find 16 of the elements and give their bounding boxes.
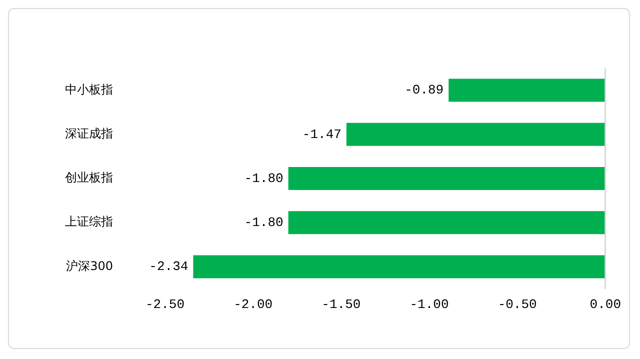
y-tick-label: 上证综指 (65, 214, 113, 229)
x-tick-label: -1.50 (322, 297, 361, 312)
y-tick-label: 沪深300 (66, 258, 113, 273)
x-tick-label: 0.00 (590, 297, 622, 312)
x-tick-label: -0.50 (498, 297, 537, 312)
data-label: -1.80 (244, 170, 284, 186)
y-tick-label: 深证成指 (65, 126, 113, 141)
x-tick-label: -2.00 (234, 297, 273, 312)
data-label: -1.47 (302, 126, 342, 142)
y-tick-label: 创业板指 (65, 170, 113, 185)
y-tick-label: 中小板指 (65, 82, 113, 96)
x-tick-label: -2.50 (145, 297, 185, 312)
x-tick-label: -1.00 (410, 297, 449, 312)
data-label: -0.89 (404, 82, 444, 98)
data-label: -2.34 (149, 259, 188, 274)
data-label: -1.80 (244, 215, 284, 230)
